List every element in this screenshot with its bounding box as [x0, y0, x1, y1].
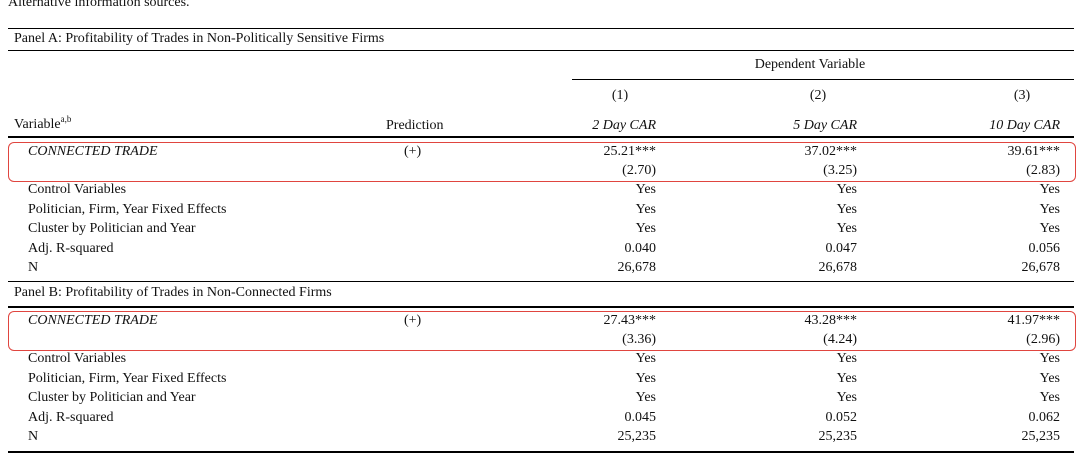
panel-b-tstat-2: (4.24) [823, 332, 857, 347]
panel-a-coef-2: 37.02*** [804, 144, 858, 159]
panel-a-row-value: 0.040 [624, 241, 657, 256]
rule-dependent-variable [572, 79, 1074, 80]
panel-a-row-value: Yes [1039, 202, 1060, 217]
panel-a-row-value: Yes [635, 221, 656, 236]
rule-below-panel-a-title [8, 50, 1074, 51]
header-col-3: 10 Day CAR [989, 118, 1060, 133]
rule-top-panel-b [8, 281, 1074, 282]
panel-b-row-value: 0.062 [1028, 410, 1061, 425]
panel-a-row-value: Yes [635, 202, 656, 217]
panel-a-row-value: 0.047 [825, 241, 858, 256]
panel-b-row-value: Yes [836, 390, 857, 405]
col-number-1: (1) [611, 88, 629, 103]
header-prediction: Prediction [386, 118, 444, 133]
panel-b-row-label: Control Variables [28, 351, 127, 366]
panel-b-row-value: Yes [836, 351, 857, 366]
panel-b-row-value: Yes [1039, 371, 1060, 386]
panel-b-title: Panel B: Profitability of Trades in Non-… [14, 285, 332, 300]
panel-a-row-value: Yes [1039, 221, 1060, 236]
panel-b-connected-trade-label: CONNECTED TRADE [28, 313, 158, 328]
panel-a-row-value: 26,678 [1021, 260, 1061, 275]
panel-b-row-value: 25,235 [1021, 429, 1061, 444]
panel-b-row-label: Adj. R-squared [28, 410, 114, 425]
rule-below-header [8, 136, 1074, 138]
highlight-box-panel-b [8, 311, 1076, 351]
panel-a-row-value: Yes [836, 202, 857, 217]
panel-a-coef-3: 39.61*** [1007, 144, 1061, 159]
panel-a-row-value: Yes [836, 221, 857, 236]
panel-b-coef-2: 43.28*** [804, 313, 858, 328]
panel-b-tstat-3: (2.96) [1026, 332, 1060, 347]
panel-a-row-value: 26,678 [617, 260, 657, 275]
panel-b-coef-3: 41.97*** [1007, 313, 1061, 328]
panel-b-row-value: Yes [836, 371, 857, 386]
panel-b-row-value: 0.045 [624, 410, 657, 425]
panel-a-row-label: N [28, 260, 39, 275]
panel-a-row-value: 26,678 [818, 260, 858, 275]
header-col-1: 2 Day CAR [592, 118, 656, 133]
col-number-3: (3) [1013, 88, 1031, 103]
panel-a-tstat-1: (2.70) [622, 163, 656, 178]
panel-b-row-value: Yes [635, 390, 656, 405]
header-variable: Variablea,b [14, 114, 72, 133]
panel-b-coef-1: 27.43*** [603, 313, 657, 328]
panel-b-row-label: Cluster by Politician and Year [28, 390, 196, 405]
rule-bottom [8, 451, 1074, 453]
header-col-2: 5 Day CAR [793, 118, 857, 133]
panel-a-row-label: Adj. R-squared [28, 241, 114, 256]
header-variable-superscript: a,b [60, 114, 72, 124]
panel-a-row-label: Politician, Firm, Year Fixed Effects [28, 202, 227, 217]
panel-b-row-value: 0.052 [825, 410, 858, 425]
panel-b-tstat-1: (3.36) [622, 332, 656, 347]
panel-b-row-value: Yes [1039, 351, 1060, 366]
panel-a-connected-trade-label: CONNECTED TRADE [28, 144, 158, 159]
panel-a-row-value: Yes [635, 182, 656, 197]
dependent-variable-label: Dependent Variable [754, 57, 866, 72]
panel-b-row-value: 25,235 [617, 429, 657, 444]
highlight-box-panel-a [8, 142, 1076, 182]
panel-a-tstat-2: (3.25) [823, 163, 857, 178]
rule-below-panel-b-title [8, 306, 1074, 308]
rule-top-panel-a [8, 28, 1074, 29]
panel-a-title: Panel A: Profitability of Trades in Non-… [14, 31, 385, 46]
panel-b-row-label: N [28, 429, 39, 444]
panel-b-connected-trade-prediction: (+) [404, 313, 422, 328]
table-caption: Alternative information sources. [8, 0, 190, 10]
panel-a-row-label: Control Variables [28, 182, 127, 197]
panel-a-row-value: 0.056 [1028, 241, 1061, 256]
panel-b-row-value: Yes [635, 351, 656, 366]
panel-b-row-value: 25,235 [818, 429, 858, 444]
panel-a-row-value: Yes [1039, 182, 1060, 197]
panel-a-row-label: Cluster by Politician and Year [28, 221, 196, 236]
panel-a-row-value: Yes [836, 182, 857, 197]
panel-b-row-label: Politician, Firm, Year Fixed Effects [28, 371, 227, 386]
panel-b-row-value: Yes [635, 371, 656, 386]
panel-a-tstat-3: (2.83) [1026, 163, 1060, 178]
panel-a-connected-trade-prediction: (+) [404, 144, 422, 159]
panel-a-coef-1: 25.21*** [603, 144, 657, 159]
col-number-2: (2) [809, 88, 827, 103]
panel-b-row-value: Yes [1039, 390, 1060, 405]
